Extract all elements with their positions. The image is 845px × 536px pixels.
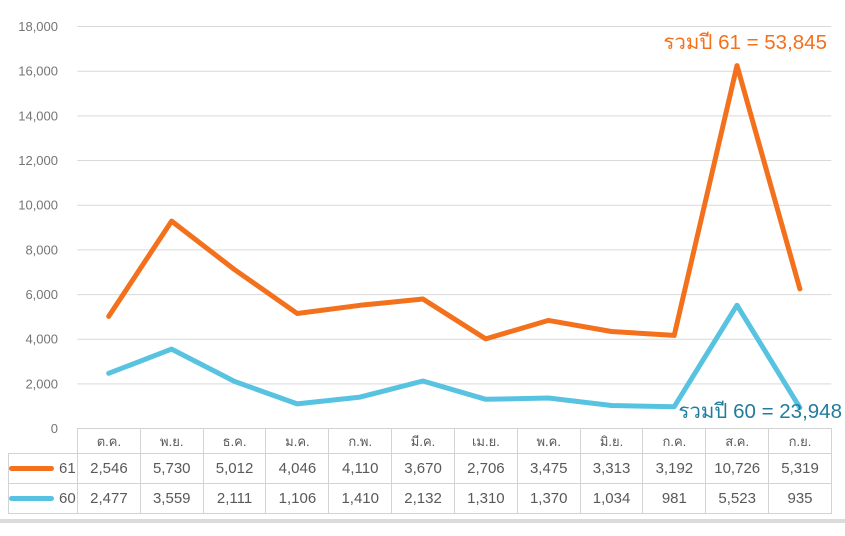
table-corner-cell <box>8 428 78 454</box>
month-header-cell: ก.ย. <box>768 428 832 454</box>
value-cell: 1,310 <box>453 483 518 514</box>
month-header-cell: ธ.ค. <box>202 428 267 454</box>
value-cell: 4,110 <box>328 453 393 484</box>
value-cell: 2,706 <box>453 453 518 484</box>
series-swatch-icon <box>9 496 54 501</box>
value-cell: 2,132 <box>391 483 455 514</box>
series-label: 60 <box>59 490 76 507</box>
month-header-cell: ส.ค. <box>705 428 770 454</box>
annotation-total-61: รวมปี 61 = 53,845 <box>663 31 827 54</box>
value-cell: 2,546 <box>77 453 141 484</box>
data-table: ต.ค. พ.ย. ธ.ค. ม.ค. ก.พ. มี.ค. เม.ย. พ.ค. มิ.ย. ก… <box>8 428 832 514</box>
value-cell: 2,477 <box>77 483 141 514</box>
value-cell: 5,319 <box>768 453 832 484</box>
month-header-cell: ม.ค. <box>265 428 330 454</box>
y-axis-tick-label: 12,000 <box>18 153 58 168</box>
month-header-cell: เม.ย. <box>453 428 518 454</box>
value-cell: 3,313 <box>579 453 644 484</box>
table-header-row: ต.ค. พ.ย. ธ.ค. ม.ค. ก.พ. มี.ค. เม.ย. พ.ค. มิ.ย. ก… <box>8 428 832 454</box>
value-cell: 3,475 <box>516 453 581 484</box>
value-cell: 3,192 <box>642 453 707 484</box>
value-cell: 1,034 <box>579 483 644 514</box>
y-axis-tick-label: 4,000 <box>25 332 58 347</box>
value-cell: 3,670 <box>391 453 455 484</box>
month-header-cell: พ.ย. <box>139 428 204 454</box>
y-axis-tick-label: 16,000 <box>18 64 58 79</box>
table-row-61: 61 2,546 5,730 5,012 4,046 4,110 3,670 2,706 3,4… <box>8 453 832 484</box>
value-cell: 10,726 <box>705 453 770 484</box>
value-cell: 1,106 <box>265 483 330 514</box>
series-line-61 <box>106 63 803 342</box>
table-row-60: 60 2,477 3,559 2,111 1,106 1,410 2,132 1,310 1,3… <box>8 483 832 514</box>
y-axis-tick-label: 8,000 <box>25 242 58 257</box>
month-header-cell: พ.ค. <box>516 428 581 454</box>
legend-cell-61: 61 <box>8 453 78 484</box>
value-cell: 981 <box>642 483 707 514</box>
series-swatch-icon <box>9 466 54 471</box>
value-cell: 5,012 <box>202 453 267 484</box>
value-cell: 1,410 <box>328 483 393 514</box>
series-line-60 <box>106 302 803 411</box>
value-cell: 5,523 <box>705 483 770 514</box>
y-axis-tick-label: 10,000 <box>18 198 58 213</box>
bottom-divider <box>0 519 845 523</box>
legend-cell-60: 60 <box>8 483 78 514</box>
month-header-cell: มิ.ย. <box>579 428 644 454</box>
value-cell: 2,111 <box>202 483 267 514</box>
annotation-total-60: รวมปี 60 = 23,948 <box>678 400 842 423</box>
y-axis-tick-label: 2,000 <box>25 376 58 391</box>
y-axis-tick-label: 14,000 <box>18 108 58 123</box>
series-label: 61 <box>59 460 76 477</box>
value-cell: 935 <box>768 483 832 514</box>
month-header-cell: ก.พ. <box>328 428 393 454</box>
month-header-cell: ต.ค. <box>77 428 141 454</box>
value-cell: 5,730 <box>139 453 204 484</box>
value-cell: 4,046 <box>265 453 330 484</box>
y-axis-tick-label: 18,000 <box>18 19 58 34</box>
month-header-cell: มี.ค. <box>391 428 455 454</box>
month-header-cell: ก.ค. <box>642 428 707 454</box>
value-cell: 3,559 <box>139 483 204 514</box>
y-axis-tick-label: 6,000 <box>25 287 58 302</box>
value-cell: 1,370 <box>516 483 581 514</box>
